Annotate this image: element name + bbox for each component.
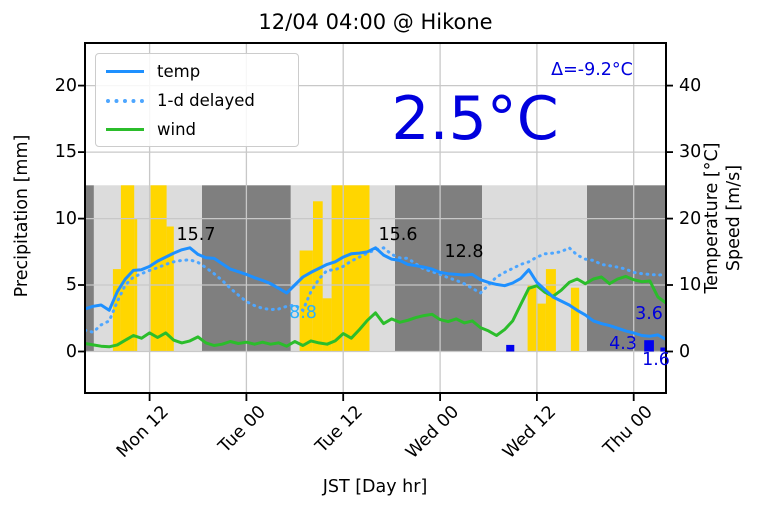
legend-item-label: temp xyxy=(157,62,201,81)
sunshine-bar xyxy=(570,287,580,352)
chart-title: 12/04 04:00 @ Hikone xyxy=(258,10,493,34)
sunshine-bar xyxy=(527,285,538,352)
y-axis-right-label-line2: Speed [m/s] xyxy=(724,164,744,272)
y-tick-label-right: 10 xyxy=(679,275,702,296)
y-tick-label-left: 15 xyxy=(54,142,77,163)
legend-item-wind: wind xyxy=(96,115,298,144)
precip-bar xyxy=(660,347,666,352)
legend-solid-line-sample xyxy=(106,128,144,131)
y-axis-right-label: Temperature [°C] Speed [m/s] xyxy=(701,86,745,350)
x-axis-label: JST [Day hr] xyxy=(322,477,428,497)
y-tick-label-right: 0 xyxy=(679,341,691,362)
legend-dotted-line-sample xyxy=(106,98,144,103)
sunshine-bar xyxy=(322,298,332,352)
sunshine-bar xyxy=(545,269,556,352)
y-tick-label-left: 5 xyxy=(65,275,77,296)
legend-solid-line-sample xyxy=(106,70,144,73)
sunshine-bar xyxy=(313,201,323,352)
y-tick-label-right: 40 xyxy=(679,75,702,96)
y-axis-left-label: Precipitation [mm] xyxy=(12,134,32,298)
precip-bar xyxy=(644,340,654,352)
y-tick-label-left: 0 xyxy=(65,341,77,362)
legend-item-label: wind xyxy=(157,120,197,139)
temp-line xyxy=(85,246,666,341)
sunshine-bar xyxy=(299,250,313,352)
y-tick-label-right: 20 xyxy=(679,208,702,229)
sunshine-bar xyxy=(150,185,167,352)
sunshine-bar xyxy=(166,226,174,352)
legend-item-temp: temp xyxy=(96,57,298,86)
y-tick-label-right: 30 xyxy=(679,142,702,163)
night-band xyxy=(85,185,94,352)
sunshine-bar xyxy=(537,303,546,352)
y-tick-label-left: 20 xyxy=(54,75,77,96)
night-band xyxy=(586,185,666,352)
sunshine-bar xyxy=(120,185,135,352)
precip-bar xyxy=(506,344,515,352)
night-band xyxy=(394,185,483,352)
y-axis-right-label-line1: Temperature [°C] xyxy=(702,142,722,294)
series-lines xyxy=(85,246,666,349)
legend: temp 1-d delayed wind xyxy=(95,53,299,147)
wind-line xyxy=(85,274,666,349)
sunshine-bar xyxy=(112,269,121,352)
legend-item-label: 1-d delayed xyxy=(157,91,255,110)
legend-item-1-d-delayed: 1-d delayed xyxy=(96,86,298,115)
y-tick-label-left: 10 xyxy=(54,208,77,229)
